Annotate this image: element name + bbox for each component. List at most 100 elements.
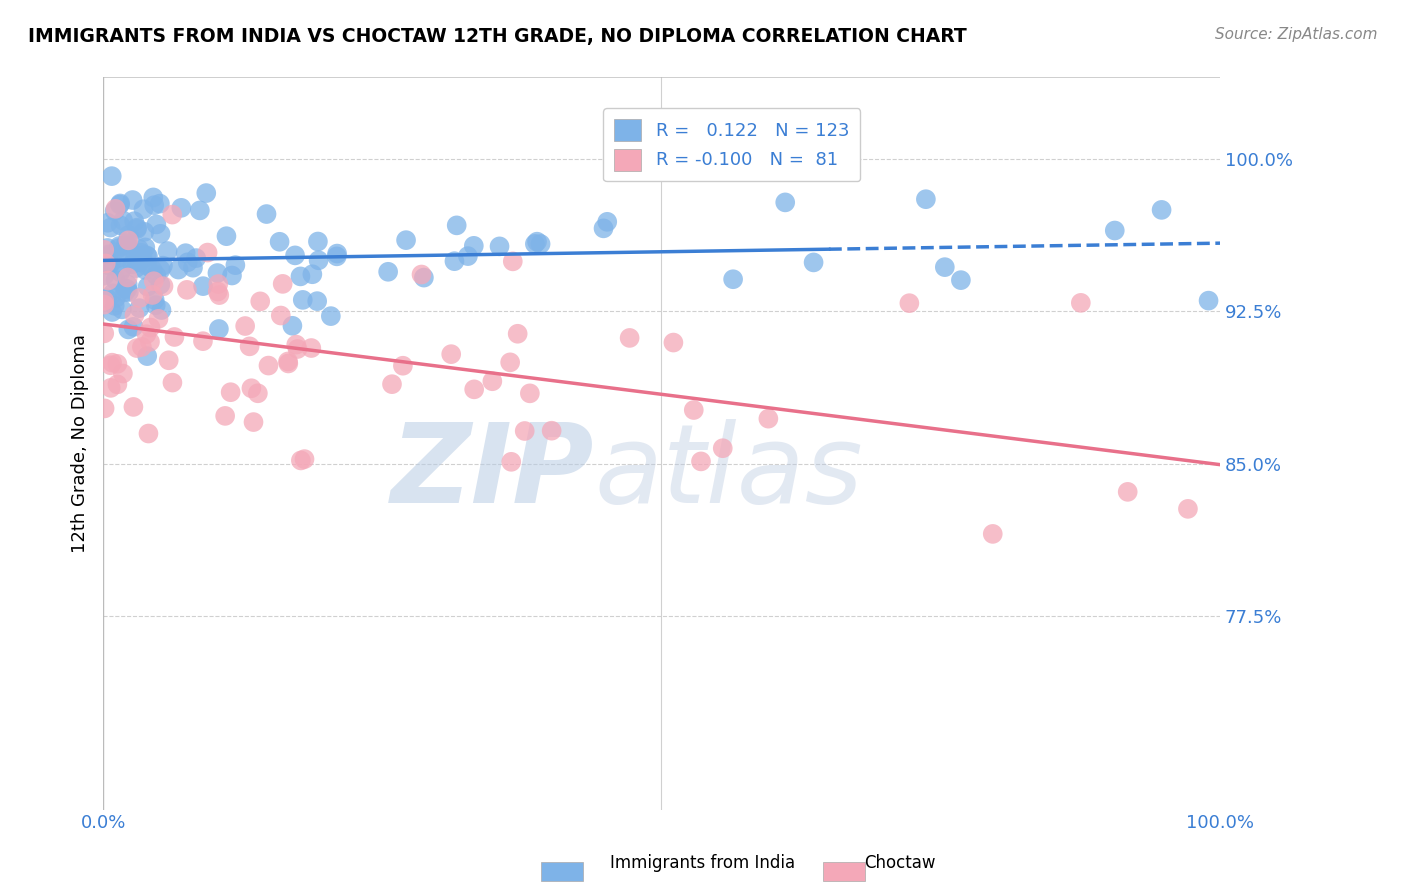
Point (443, 254, 465, 268)
Point (307, 235, 329, 249)
Point (148, 311, 170, 326)
Point (529, 236, 551, 251)
Point (381, 377, 404, 392)
Point (121, 257, 143, 271)
Point (463, 239, 485, 253)
Point (207, 277, 229, 291)
Point (240, 381, 263, 395)
Point (326, 246, 349, 260)
Point (104, 202, 127, 216)
Point (96, 291, 118, 305)
Point (377, 265, 399, 279)
Point (523, 236, 546, 251)
Point (121, 193, 143, 207)
Point (122, 319, 145, 334)
Point (97, 259, 120, 273)
Point (1070, 296, 1092, 310)
Y-axis label: 12th Grade, No Diploma: 12th Grade, No Diploma (72, 334, 89, 553)
Point (97, 216, 120, 230)
Point (139, 334, 162, 349)
Point (215, 229, 238, 244)
Point (181, 260, 204, 275)
Point (195, 186, 218, 200)
Point (142, 274, 165, 288)
Point (308, 253, 330, 268)
Point (117, 228, 139, 243)
Point (176, 255, 198, 269)
Point (132, 202, 155, 217)
Point (125, 222, 148, 236)
Text: Immigrants from India: Immigrants from India (610, 855, 796, 872)
Point (135, 327, 157, 342)
Point (128, 255, 150, 269)
Point (162, 376, 184, 390)
Point (207, 266, 229, 280)
Point (117, 322, 139, 336)
Point (128, 291, 150, 305)
Point (619, 331, 641, 345)
Text: atlas: atlas (595, 419, 863, 526)
Point (100, 220, 122, 235)
Point (167, 262, 190, 277)
Point (117, 277, 139, 292)
Point (519, 386, 541, 401)
Point (142, 288, 165, 302)
Point (291, 293, 314, 307)
Point (136, 279, 159, 293)
Point (111, 367, 134, 381)
Point (100, 381, 122, 395)
Point (107, 251, 129, 265)
Point (149, 196, 172, 211)
Point (104, 273, 127, 287)
Point (395, 233, 418, 247)
Point (149, 227, 172, 241)
Point (277, 354, 299, 368)
Point (145, 218, 167, 232)
Point (319, 309, 342, 323)
Point (100, 256, 122, 270)
Text: Choctaw: Choctaw (865, 855, 935, 872)
Point (214, 409, 236, 423)
Point (457, 249, 479, 263)
Point (117, 239, 139, 253)
Point (287, 342, 309, 356)
Point (136, 349, 159, 363)
Point (596, 215, 619, 229)
Point (463, 382, 485, 396)
Point (773, 195, 796, 210)
Point (115, 235, 138, 250)
Point (100, 358, 122, 372)
Point (682, 403, 704, 417)
Point (143, 198, 166, 212)
Point (117, 233, 139, 247)
Point (1177, 501, 1199, 516)
Point (1104, 223, 1126, 237)
Point (105, 291, 128, 305)
Point (269, 235, 291, 249)
Point (662, 335, 685, 350)
Point (138, 426, 160, 441)
Point (1198, 293, 1220, 308)
Point (114, 285, 136, 299)
Point (285, 337, 308, 351)
Point (502, 254, 524, 268)
Point (290, 453, 312, 467)
Point (176, 283, 198, 297)
Point (690, 454, 713, 468)
Point (501, 455, 523, 469)
Point (219, 385, 242, 400)
Point (110, 265, 132, 279)
Point (114, 237, 136, 252)
Point (1116, 484, 1139, 499)
Point (136, 250, 159, 264)
Point (513, 424, 536, 438)
Point (411, 268, 433, 282)
Point (108, 196, 131, 211)
Point (152, 279, 174, 293)
Point (125, 220, 148, 235)
Point (174, 246, 197, 260)
Point (711, 441, 734, 455)
Point (108, 239, 131, 253)
Point (221, 268, 243, 283)
Point (93, 298, 115, 312)
